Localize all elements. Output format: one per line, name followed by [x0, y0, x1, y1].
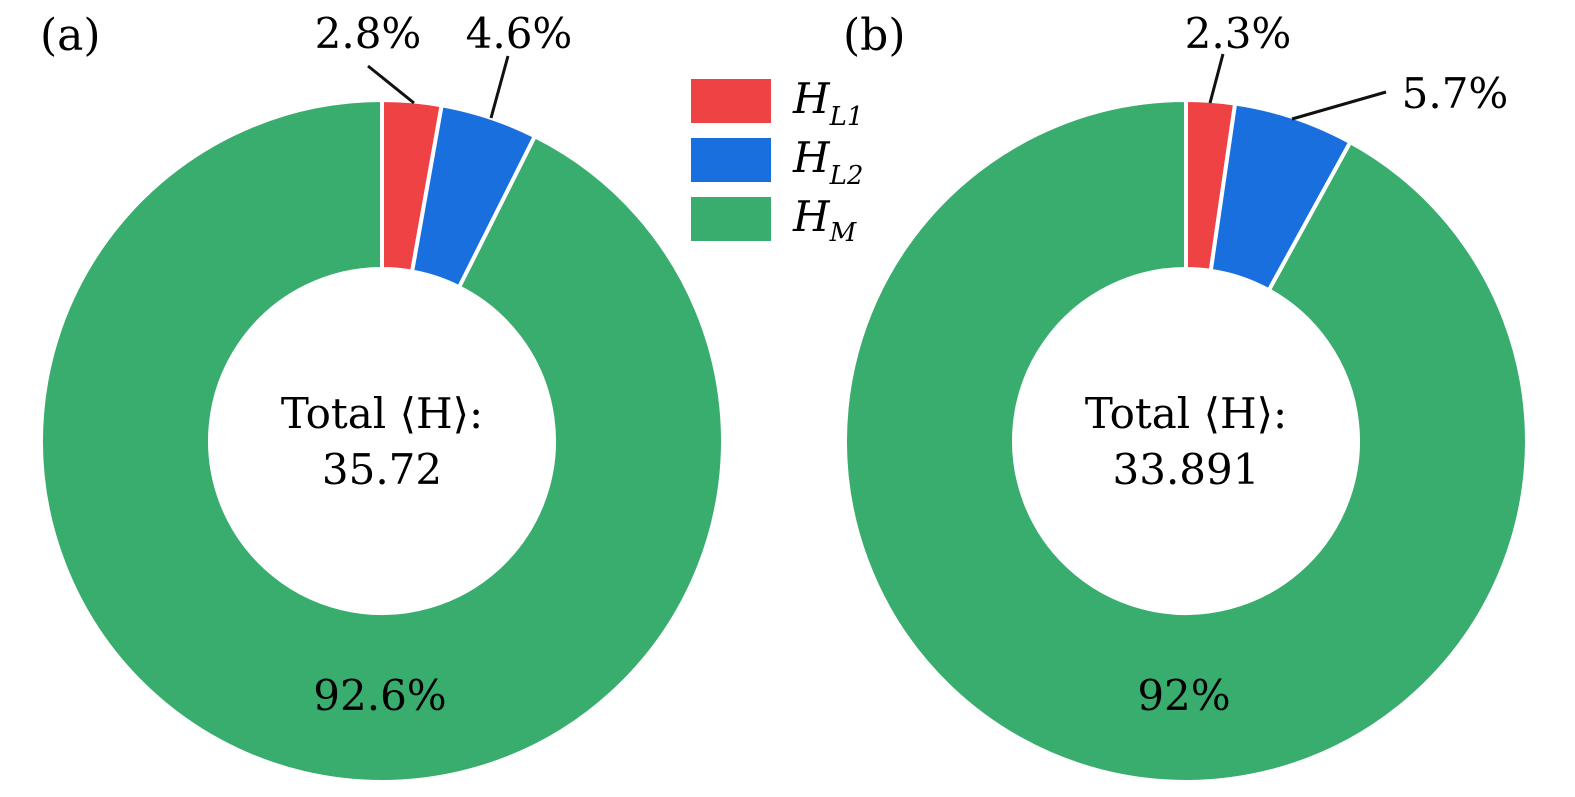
slice-label-b-hm: 92% [1137, 671, 1230, 720]
legend-hl2-base: H [792, 133, 831, 182]
center-title-a: Total ⟨H⟩: [281, 389, 483, 438]
center-title-b: Total ⟨H⟩: [1085, 389, 1287, 438]
donut-slice-b-hm [843, 98, 1529, 784]
slices-b [843, 98, 1529, 784]
leader-line-b-hl2 [1291, 90, 1387, 121]
legend-label-hm: HM [792, 192, 858, 248]
slice-label-a-hl2: 4.6% [466, 9, 573, 58]
slice-label-b-hl2: 5.7% [1402, 69, 1509, 118]
legend-swatch-hl2 [691, 138, 771, 182]
legend-hm-base: H [792, 192, 831, 241]
slice-labels-b: 2.3% 5.7% 92% [1137, 9, 1508, 720]
donut-chart-a: (a) 2.8% 4.6% 92.6% Total ⟨H⟩: 35.72 [39, 9, 725, 784]
leader-line-a-hl1 [367, 64, 415, 105]
center-value-b: 33.891 [1113, 445, 1260, 494]
slices-a [39, 98, 725, 784]
panel-label-a: (a) [40, 10, 101, 61]
panel-label-b: (b) [843, 10, 906, 61]
donut-chart-b: (b) 2.3% 5.7% 92% Total ⟨H⟩: 33.891 [843, 9, 1529, 784]
legend-hm-sub: M [829, 218, 858, 248]
legend-label-hl2: HL2 [792, 133, 863, 191]
legend-swatch-hl1 [691, 79, 771, 123]
legend: HL1 HL2 HM [691, 74, 863, 248]
slice-label-b-hl1: 2.3% [1185, 9, 1292, 58]
legend-hl1-base: H [792, 74, 831, 123]
leader-line-b-hl1 [1208, 53, 1225, 104]
legend-label-hl1: HL1 [792, 74, 863, 132]
donut-slice-a-hm [39, 98, 725, 784]
legend-swatch-hm [691, 197, 771, 241]
slice-labels-a: 2.8% 4.6% 92.6% [313, 9, 572, 720]
center-value-a: 35.72 [322, 445, 442, 494]
legend-hl2-sub: L2 [829, 161, 864, 191]
slice-label-a-hl1: 2.8% [315, 9, 422, 58]
slice-label-a-hm: 92.6% [313, 671, 446, 720]
legend-hl1-sub: L1 [829, 102, 864, 132]
leader-line-a-hl2 [489, 55, 510, 119]
